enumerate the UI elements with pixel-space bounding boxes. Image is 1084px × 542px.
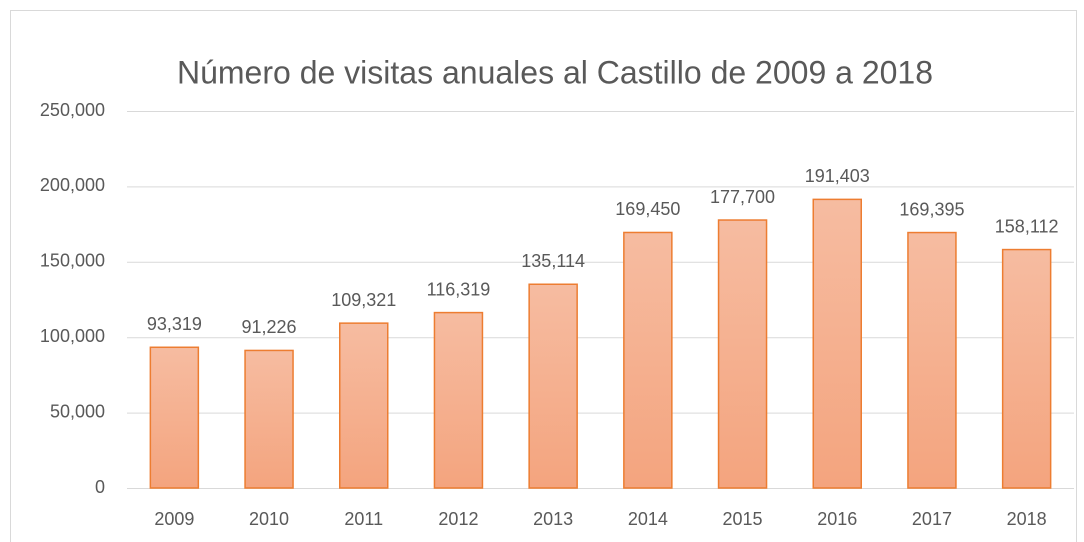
- bar: [907, 231, 957, 489]
- data-label: 91,226: [242, 317, 297, 337]
- x-tick-label: 2009: [154, 509, 194, 529]
- x-tick-label: 2010: [249, 509, 289, 529]
- data-label: 177,700: [710, 187, 775, 207]
- y-tick-label: 100,000: [40, 326, 105, 346]
- y-tick-label: 250,000: [40, 100, 105, 120]
- data-label: 169,450: [615, 199, 680, 219]
- x-tick-label: 2013: [533, 509, 573, 529]
- x-tick-label: 2012: [438, 509, 478, 529]
- y-tick-label: 0: [95, 477, 105, 497]
- data-label: 191,403: [805, 166, 870, 186]
- bar: [1001, 248, 1052, 489]
- data-label: 116,319: [427, 279, 491, 299]
- bar: [528, 283, 578, 489]
- data-label: 135,114: [521, 251, 585, 271]
- x-tick-label: 2014: [628, 509, 668, 529]
- x-tick-label: 2016: [817, 509, 857, 529]
- bar: [812, 198, 862, 489]
- x-tick-label: 2015: [723, 509, 763, 529]
- x-tick-label: 2011: [344, 509, 383, 529]
- bar: [433, 311, 484, 489]
- data-label: 93,319: [147, 314, 202, 334]
- y-tick-label: 150,000: [40, 251, 105, 271]
- bar: [623, 231, 673, 489]
- x-tick-label: 2018: [1007, 509, 1047, 529]
- bar: [339, 322, 389, 489]
- chart-title: Número de visitas anuales al Castillo de…: [177, 54, 933, 90]
- data-label: 109,321: [331, 290, 396, 310]
- y-tick-label: 200,000: [40, 175, 105, 195]
- x-tick-label: 2017: [912, 509, 952, 529]
- y-tick-label: 50,000: [50, 401, 105, 421]
- data-label: 158,112: [995, 216, 1059, 236]
- bar: [717, 219, 768, 489]
- bar: [244, 349, 294, 489]
- bar: [149, 346, 200, 489]
- data-label: 169,395: [899, 199, 964, 219]
